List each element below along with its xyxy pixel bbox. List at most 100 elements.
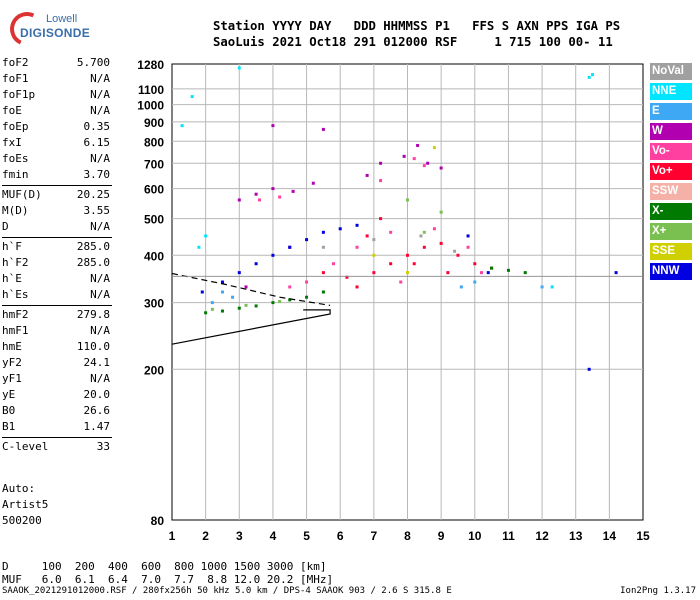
auto-program: Artist5 xyxy=(2,498,49,511)
x-tick-label: 9 xyxy=(438,529,445,543)
echo-point xyxy=(439,241,443,245)
echo-point xyxy=(372,271,376,275)
param-name: foE xyxy=(2,104,22,117)
param-value: 6.15 xyxy=(83,136,111,149)
echo-point xyxy=(439,166,443,170)
x-tick-label: 3 xyxy=(236,529,243,543)
echo-point xyxy=(453,249,457,253)
echo-point xyxy=(614,271,618,275)
echo-point xyxy=(550,285,554,289)
echo-point xyxy=(254,304,258,308)
echo-point xyxy=(220,290,224,294)
series-NNW xyxy=(200,223,618,371)
param-row: h`F2 285.0 xyxy=(2,256,110,272)
param-name: yE xyxy=(2,388,16,401)
echo-point xyxy=(331,262,335,266)
param-row: D N/A xyxy=(2,220,110,236)
param-name: yF1 xyxy=(2,372,22,385)
legend-item: Vo- xyxy=(650,143,692,160)
param-name: h`F2 xyxy=(2,256,29,269)
param-value: 279.8 xyxy=(76,308,110,321)
echo-point xyxy=(422,164,426,168)
param-name: h`Es xyxy=(2,288,29,301)
echo-point xyxy=(486,271,490,275)
echo-point xyxy=(237,306,241,310)
param-name: h`F xyxy=(2,240,22,253)
param-row: yE 20.0 xyxy=(2,388,110,404)
param-row: fxI 6.15 xyxy=(2,136,110,152)
param-separator xyxy=(2,185,112,186)
echo-point xyxy=(237,271,241,275)
digisonde-logo: Lowell DIGISONDE xyxy=(5,7,90,51)
echo-point xyxy=(288,245,292,249)
trace-line xyxy=(171,272,331,306)
param-value: 20.25 xyxy=(76,188,110,201)
x-tick-label: 8 xyxy=(404,529,411,543)
param-value: N/A xyxy=(90,88,110,101)
echo-point xyxy=(456,253,460,257)
trace-line xyxy=(171,309,331,345)
series-X+ xyxy=(210,198,443,311)
param-value: N/A xyxy=(90,220,110,233)
echo-point xyxy=(321,127,325,131)
param-name: D xyxy=(2,220,9,233)
echo-point xyxy=(446,271,450,275)
echo-point xyxy=(426,161,430,165)
echo-point xyxy=(244,303,248,307)
echo-point xyxy=(416,143,420,147)
echo-point xyxy=(291,189,295,193)
param-name: hmF2 xyxy=(2,308,29,321)
param-row: h`E N/A xyxy=(2,272,110,288)
legend-item: E xyxy=(650,103,692,120)
x-tick-label: 10 xyxy=(468,529,482,543)
param-name: hmE xyxy=(2,340,22,353)
echo-point xyxy=(204,311,208,315)
param-row: foEs N/A xyxy=(2,152,110,168)
header-line2: SaoLuis 2021 Oct18 291 012000 RSF 1 715 … xyxy=(213,35,613,49)
x-tick-label: 4 xyxy=(270,529,277,543)
echo-point xyxy=(355,285,359,289)
y-tick-label: 500 xyxy=(144,213,164,227)
echo-point xyxy=(204,234,208,238)
x-tick-label: 15 xyxy=(636,529,650,543)
param-row: foE N/A xyxy=(2,104,110,120)
param-name: foEp xyxy=(2,120,29,133)
param-name: foEs xyxy=(2,152,29,165)
param-value: N/A xyxy=(90,288,110,301)
param-separator xyxy=(2,305,112,306)
param-row: C-level 33 xyxy=(2,440,110,456)
param-value: 110.0 xyxy=(76,340,110,353)
echo-point xyxy=(321,245,325,249)
y-tick-label: 300 xyxy=(144,297,164,311)
echo-point xyxy=(422,230,426,234)
param-row: MUF(D) 20.25 xyxy=(2,188,110,204)
echo-point xyxy=(355,223,359,227)
param-name: C-level xyxy=(2,440,49,453)
echo-point xyxy=(379,161,383,165)
echo-point xyxy=(305,295,309,299)
echo-point xyxy=(439,210,443,214)
echo-point xyxy=(379,179,383,183)
x-tick-label: 12 xyxy=(535,529,549,543)
echo-point xyxy=(389,262,393,266)
y-tick-label: 700 xyxy=(144,157,164,171)
echo-point xyxy=(254,192,258,196)
echo-point xyxy=(237,66,241,70)
param-value: 5.700 xyxy=(76,56,110,69)
echo-point xyxy=(200,290,204,294)
echo-point xyxy=(412,262,416,266)
echo-point xyxy=(459,285,463,289)
echo-point xyxy=(305,238,309,242)
echo-point xyxy=(419,234,423,238)
param-value: 0.35 xyxy=(83,120,111,133)
x-tick-label: 11 xyxy=(502,529,515,543)
echo-point xyxy=(432,227,436,231)
param-value: 33 xyxy=(96,440,110,453)
param-value: N/A xyxy=(90,372,110,385)
echo-point xyxy=(321,271,325,275)
echo-point xyxy=(288,285,292,289)
muf-value-row: MUF 6.0 6.1 6.4 7.0 7.7 8.8 12.0 20.2 [M… xyxy=(2,573,334,586)
param-value: N/A xyxy=(90,152,110,165)
param-separator xyxy=(2,237,112,238)
